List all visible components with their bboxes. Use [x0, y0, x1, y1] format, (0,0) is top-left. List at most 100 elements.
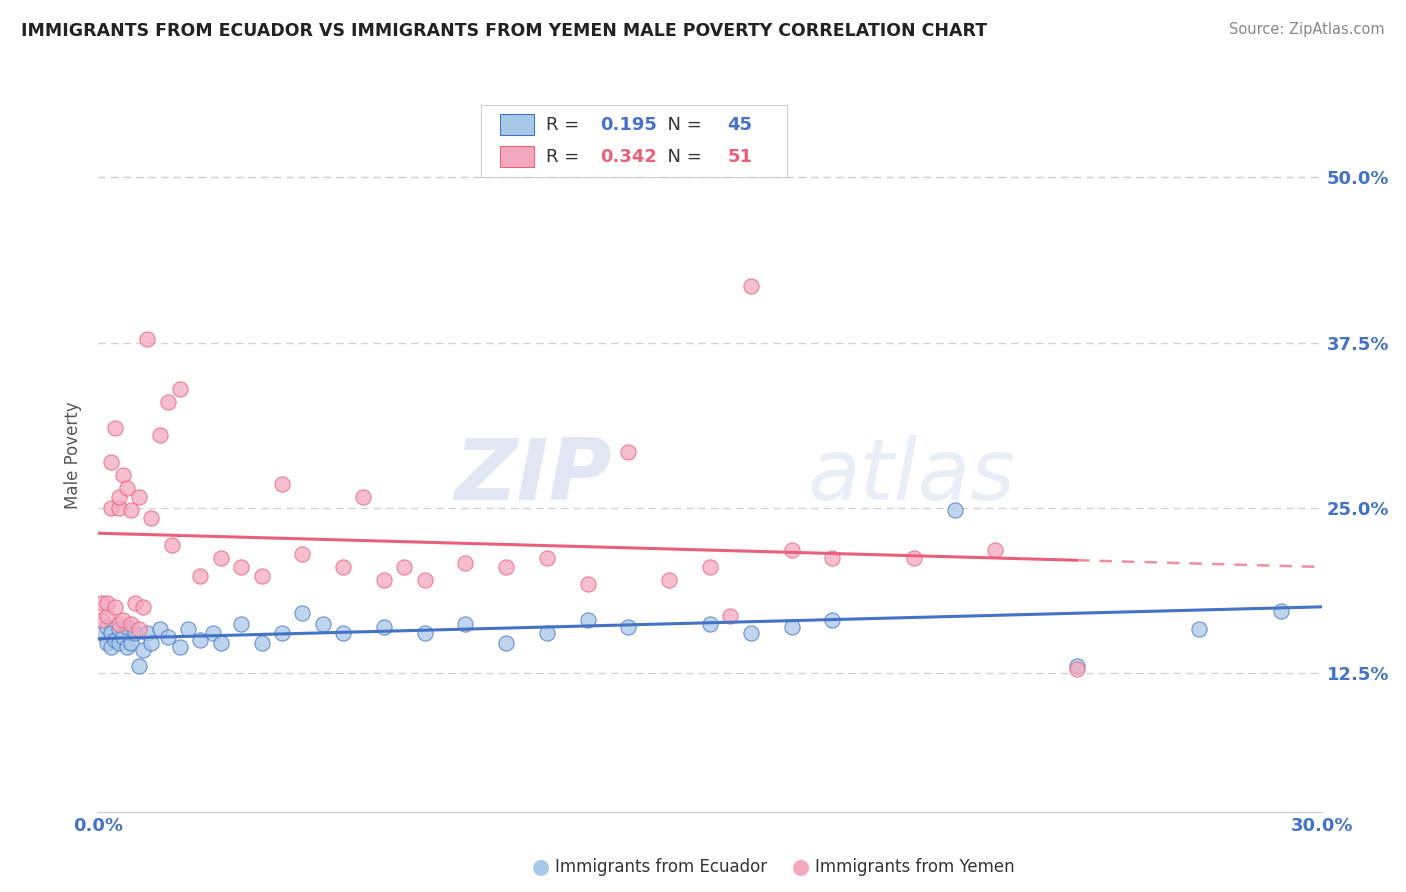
Point — [124, 596, 146, 610]
Point — [120, 635, 142, 649]
Point — [149, 428, 172, 442]
Point — [124, 626, 146, 640]
Text: atlas: atlas — [808, 434, 1017, 518]
Text: R =: R = — [546, 116, 585, 134]
Point — [104, 632, 127, 647]
Point — [108, 500, 131, 515]
Point — [209, 551, 232, 566]
Text: R =: R = — [546, 148, 585, 166]
FancyBboxPatch shape — [499, 146, 534, 168]
Point — [177, 623, 200, 637]
Point — [132, 599, 155, 614]
Point — [96, 609, 118, 624]
Point — [720, 609, 742, 624]
Point — [128, 623, 150, 637]
Text: ●: ● — [533, 857, 550, 877]
Point — [96, 635, 118, 649]
Point — [332, 626, 354, 640]
Point — [780, 620, 803, 634]
Point — [699, 560, 721, 574]
Point — [536, 551, 558, 566]
Point — [141, 635, 163, 649]
Point — [209, 635, 232, 649]
Point — [104, 599, 127, 614]
Point — [136, 332, 159, 346]
Point — [454, 617, 477, 632]
Point — [169, 640, 191, 654]
Point — [141, 511, 163, 525]
Point — [111, 630, 134, 644]
Point — [270, 477, 294, 491]
Point — [332, 560, 354, 574]
Point — [111, 467, 134, 482]
Point — [821, 551, 844, 566]
Y-axis label: Male Poverty: Male Poverty — [65, 401, 83, 508]
Point — [149, 623, 172, 637]
Point — [120, 617, 142, 632]
Point — [1188, 623, 1211, 637]
Point — [536, 626, 558, 640]
Point — [156, 630, 179, 644]
Point — [943, 503, 966, 517]
Point — [100, 500, 122, 515]
Point — [1066, 662, 1088, 676]
Point — [160, 538, 183, 552]
Point — [780, 543, 803, 558]
Point — [96, 596, 118, 610]
Point — [617, 620, 640, 634]
Point — [740, 278, 762, 293]
Point — [699, 617, 721, 632]
Point — [1066, 659, 1088, 673]
Point — [128, 490, 150, 504]
Text: 0.342: 0.342 — [600, 148, 657, 166]
Point — [291, 607, 314, 621]
Point — [413, 626, 436, 640]
Point — [231, 617, 253, 632]
Point — [413, 574, 436, 588]
FancyBboxPatch shape — [481, 105, 787, 177]
Point — [108, 490, 131, 504]
Point — [312, 617, 335, 632]
Point — [100, 640, 122, 654]
Point — [188, 569, 212, 583]
Text: 0.195: 0.195 — [600, 116, 657, 134]
Point — [96, 620, 118, 634]
Point — [100, 626, 122, 640]
Text: Immigrants from Yemen: Immigrants from Yemen — [815, 858, 1015, 876]
Point — [100, 454, 122, 468]
Point — [576, 613, 599, 627]
Point — [201, 626, 224, 640]
Point — [903, 551, 925, 566]
Text: ZIP: ZIP — [454, 434, 612, 518]
Point — [495, 635, 517, 649]
Point — [188, 632, 212, 647]
Point — [352, 490, 374, 504]
Point — [128, 659, 150, 673]
Point — [91, 596, 114, 610]
Text: Source: ZipAtlas.com: Source: ZipAtlas.com — [1229, 22, 1385, 37]
FancyBboxPatch shape — [499, 114, 534, 136]
Point — [108, 635, 131, 649]
Point — [111, 613, 134, 627]
Point — [373, 574, 395, 588]
Point — [658, 574, 681, 588]
Point — [984, 543, 1007, 558]
Point — [115, 640, 138, 654]
Point — [291, 547, 314, 561]
Text: IMMIGRANTS FROM ECUADOR VS IMMIGRANTS FROM YEMEN MALE POVERTY CORRELATION CHART: IMMIGRANTS FROM ECUADOR VS IMMIGRANTS FR… — [21, 22, 987, 40]
Point — [576, 577, 599, 591]
Point — [821, 613, 844, 627]
Text: N =: N = — [657, 148, 707, 166]
Point — [373, 620, 395, 634]
Point — [392, 560, 416, 574]
Point — [120, 503, 142, 517]
Text: 51: 51 — [727, 148, 752, 166]
Point — [156, 395, 179, 409]
Point — [91, 613, 114, 627]
Point — [115, 620, 138, 634]
Point — [250, 569, 273, 583]
Point — [115, 481, 138, 495]
Point — [454, 556, 477, 570]
Point — [1270, 604, 1292, 618]
Point — [231, 560, 253, 574]
